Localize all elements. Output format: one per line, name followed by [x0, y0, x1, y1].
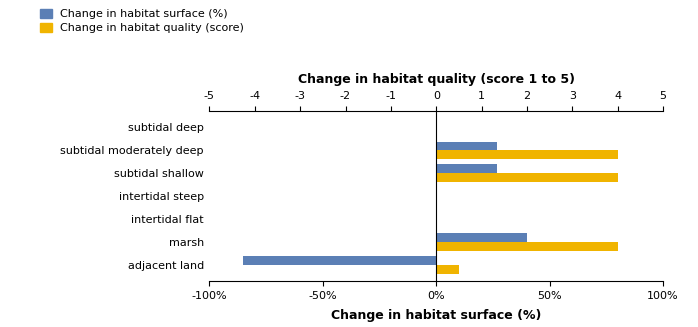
Bar — [436, 233, 527, 242]
Bar — [436, 242, 618, 251]
Bar — [436, 150, 618, 159]
X-axis label: Change in habitat quality (score 1 to 5): Change in habitat quality (score 1 to 5) — [298, 73, 574, 86]
Bar — [436, 173, 618, 182]
Bar — [436, 265, 459, 274]
Legend: Change in habitat surface (%), Change in habitat quality (score): Change in habitat surface (%), Change in… — [40, 9, 244, 33]
X-axis label: Change in habitat surface (%): Change in habitat surface (%) — [331, 309, 542, 322]
Bar — [436, 164, 498, 173]
Bar — [244, 256, 436, 265]
Bar — [436, 142, 498, 150]
